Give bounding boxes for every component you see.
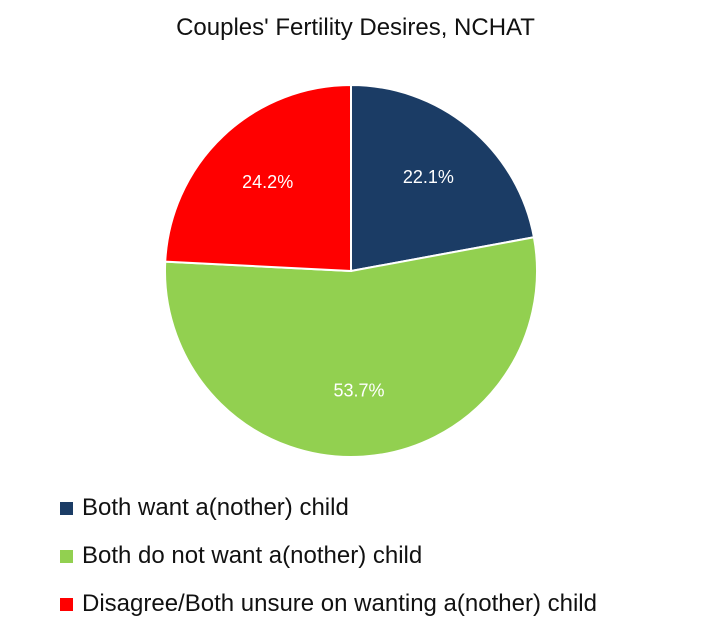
- legend-item: Both want a(nother) child: [60, 484, 597, 532]
- chart-title: Couples' Fertility Desires, NCHAT: [176, 14, 535, 41]
- pie-slice: [164, 83, 352, 273]
- slice-data-label: 53.7%: [333, 380, 384, 400]
- legend-swatch: [60, 549, 73, 563]
- legend-label: Disagree/Both unsure on wanting a(nother…: [82, 590, 597, 617]
- legend-label: Both do not want a(nother) child: [82, 542, 423, 569]
- legend-item: Both do not want a(nother) child: [60, 532, 597, 580]
- slice-data-label: 24.2%: [242, 172, 293, 192]
- pie-chart: 22.1% 53.7% 24.2%: [164, 83, 538, 458]
- legend-item: Disagree/Both unsure on wanting a(nother…: [60, 580, 597, 628]
- pie-slice: [164, 236, 538, 458]
- legend-label: Both want a(nother) child: [82, 494, 349, 521]
- legend-swatch: [60, 597, 73, 611]
- legend-swatch: [60, 501, 73, 515]
- legend: Both want a(nother) child Both do not wa…: [60, 484, 597, 628]
- pie-slice: [350, 83, 536, 273]
- slice-data-label: 22.1%: [403, 167, 454, 187]
